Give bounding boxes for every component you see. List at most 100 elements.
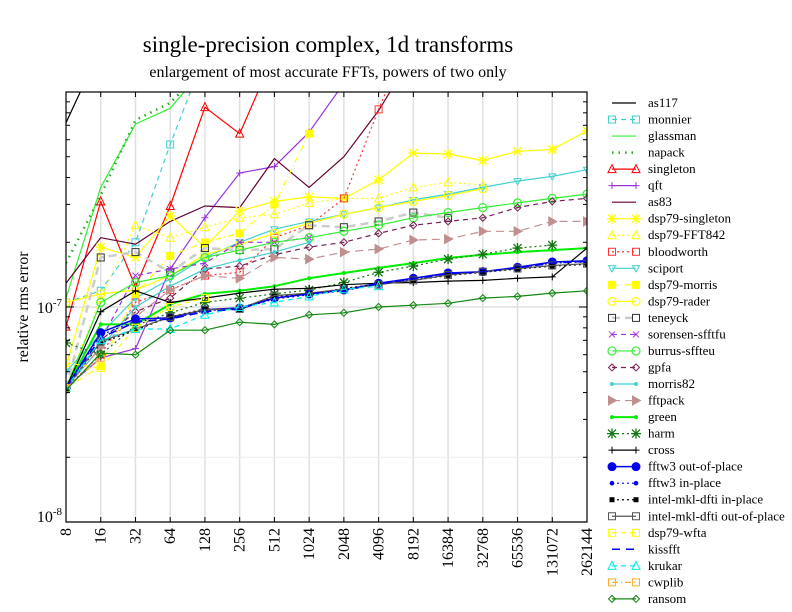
legend-item: cross	[608, 442, 675, 457]
filled-square-marker	[235, 229, 244, 238]
triangle-marker	[631, 163, 641, 174]
right-triangle-marker	[632, 395, 642, 406]
legend-label: fftw3 in-place	[648, 475, 721, 490]
legend-label: monnier	[648, 112, 692, 127]
diamond-marker	[339, 238, 349, 247]
diamond-marker	[607, 363, 617, 372]
square-marker	[409, 276, 418, 285]
legend-item: qft	[608, 178, 663, 193]
y-tick-base: 10	[37, 300, 53, 317]
dot-marker	[272, 250, 277, 255]
square-marker	[444, 270, 453, 279]
asterisk-marker	[408, 261, 419, 272]
asterisk-marker	[631, 428, 641, 439]
triangle-marker	[95, 334, 106, 345]
small-square-marker	[98, 340, 104, 346]
square-marker	[166, 140, 175, 149]
series-intel-mkl-dfti-out-of-place	[66, 259, 587, 393]
legend-item: glassman	[612, 128, 697, 143]
legend-item: dsp79-rader	[607, 293, 711, 308]
circle-marker	[130, 277, 141, 288]
legend-item: cwplib	[608, 574, 683, 589]
dot-marker	[634, 382, 638, 387]
small-square-marker	[306, 291, 312, 297]
x-marker	[236, 238, 244, 246]
filled-square-marker	[270, 200, 279, 209]
x-marker	[632, 331, 640, 338]
triangle-marker	[373, 280, 384, 291]
asterisk-marker	[165, 211, 176, 222]
asterisk-marker	[165, 307, 176, 318]
legend-item: gpfa	[607, 359, 671, 374]
right-triangle-marker	[513, 225, 524, 237]
small-square-marker	[132, 327, 138, 333]
plus-marker	[479, 276, 487, 284]
circle-marker	[200, 250, 210, 260]
small-square-marker	[237, 307, 243, 313]
legend-label: green	[648, 409, 677, 424]
series-line	[66, 260, 587, 389]
inverted-triangle-marker	[607, 265, 617, 273]
small-square-marker	[633, 497, 639, 503]
legend-label: cross	[648, 442, 675, 457]
diamond-marker	[339, 308, 349, 317]
legend-item: monnier	[608, 112, 692, 127]
diamond-marker	[304, 310, 314, 319]
legend-item: fftw3 in-place	[609, 475, 721, 490]
legend-item: harm	[607, 426, 675, 441]
square-marker	[608, 528, 616, 537]
y-tick-label: 10-8	[37, 506, 63, 526]
big-dot-marker	[631, 462, 641, 472]
series-line	[66, 197, 587, 389]
legend-item: burrus-sffteu	[607, 343, 715, 358]
asterisk-marker	[443, 254, 454, 265]
square-marker	[374, 105, 383, 114]
asterisk-marker	[408, 148, 419, 159]
circle-marker	[512, 198, 523, 208]
triangle-marker	[66, 321, 71, 331]
diamond-marker	[582, 194, 587, 203]
right-triangle-marker	[339, 246, 350, 258]
asterisk-marker	[547, 144, 558, 155]
x-tick-label: 256	[232, 528, 249, 552]
legend-label: as117	[648, 95, 678, 110]
square-marker	[96, 353, 105, 362]
triangle-marker	[234, 301, 245, 311]
series-as117	[66, 92, 81, 123]
series-cross	[66, 244, 587, 392]
square-marker	[305, 221, 314, 230]
square-marker	[96, 253, 105, 262]
dot-marker	[610, 415, 614, 420]
legend-item: napack	[612, 145, 685, 160]
y-tick-label: 10-7	[37, 297, 63, 317]
asterisk-marker	[512, 146, 523, 157]
y-tick-exponent: -7	[53, 297, 63, 309]
legend-item: fftw3 out-of-place	[607, 459, 743, 474]
triangle-marker	[234, 212, 245, 222]
triangle-marker	[165, 200, 176, 210]
x-tick-label: 2048	[336, 528, 353, 560]
circle-marker	[66, 297, 71, 308]
filled-square-marker	[200, 238, 209, 247]
triangle-marker	[269, 296, 280, 307]
legend-item: singleton	[607, 161, 696, 176]
triangle-marker	[200, 309, 210, 319]
small-square-marker	[376, 281, 382, 287]
square-marker	[632, 313, 640, 322]
diamond-marker	[66, 386, 71, 395]
dot-marker	[634, 415, 638, 420]
diamond-marker	[131, 350, 140, 359]
series-ransom	[66, 286, 587, 395]
legend-label: krukar	[648, 558, 683, 573]
square-marker	[409, 208, 418, 217]
square-marker	[66, 358, 70, 367]
circle-marker	[269, 237, 279, 247]
circle-marker	[408, 196, 418, 206]
x-tick-label: 131072	[544, 528, 561, 576]
series-line	[66, 260, 587, 389]
asterisk-marker	[512, 243, 523, 254]
legend-item: dsp79-wfta	[608, 525, 707, 540]
diamond-marker	[582, 286, 587, 295]
circle-marker	[582, 189, 587, 199]
